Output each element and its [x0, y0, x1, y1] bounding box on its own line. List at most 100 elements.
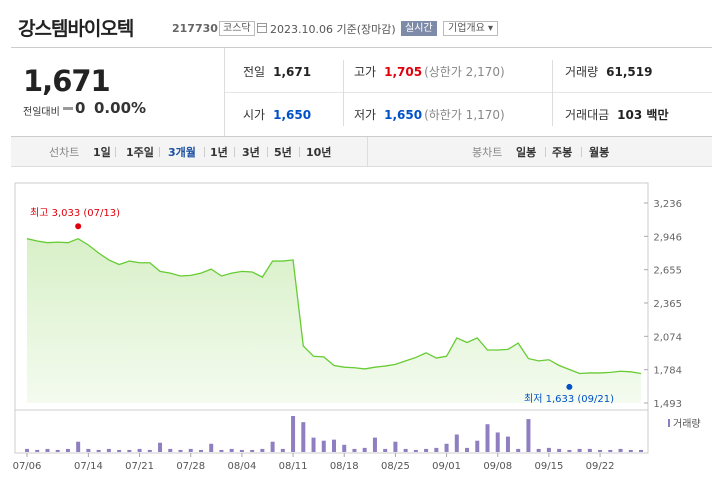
volume-bar [434, 447, 439, 452]
y-tick-label: 1,784 [653, 366, 682, 377]
market-badge: 코스닥 [219, 21, 255, 36]
volume-bar [362, 447, 367, 452]
tab-1d[interactable]: 1일 [93, 146, 111, 159]
volume-bar [270, 441, 275, 452]
volume-bar [577, 448, 582, 452]
tab-3m[interactable]: 3개월 [168, 146, 196, 159]
volume-bar [106, 448, 111, 452]
price-line [26, 237, 642, 375]
x-tick-label: 08/04 [227, 461, 256, 472]
chart-frame [14, 182, 649, 454]
tab-weekly[interactable]: 주봉 [552, 146, 573, 159]
x-tick-label: 08/11 [279, 461, 308, 472]
volume-bar [147, 449, 152, 452]
volume-bar [301, 422, 306, 452]
x-tick-label: 08/25 [381, 461, 410, 472]
volume-bar [424, 448, 429, 452]
current-price-panel: 1,671 전일대비 0 0.00% [11, 48, 225, 136]
volume-bar [86, 448, 91, 452]
volume-bar [198, 449, 203, 452]
calendar-icon [257, 23, 267, 33]
volume-legend-mark [668, 419, 670, 427]
volume-bar [332, 439, 336, 452]
volume-bar [495, 432, 500, 452]
x-tick-label: 09/15 [534, 461, 563, 472]
volume-bar [65, 448, 70, 452]
change-value: 0 [75, 99, 86, 117]
x-tick-label: 07/28 [176, 461, 205, 472]
volume-bar [55, 449, 60, 452]
volume-bar [383, 448, 388, 452]
volume-bar [188, 448, 193, 452]
row-divider [225, 92, 712, 93]
x-tick-label: 09/08 [483, 461, 512, 472]
unchanged-icon [63, 107, 73, 110]
x-tick-label: 09/01 [432, 461, 461, 472]
x-tick-label: 07/06 [13, 461, 42, 472]
volume-bar [465, 447, 470, 452]
stock-code: 217730 [172, 22, 218, 35]
volume: 거래량 61,519 [565, 65, 653, 79]
tab-1y[interactable]: 1년 [210, 146, 228, 159]
quote-date: 2023.10.06 기준(장마감) [270, 23, 396, 36]
volume-bar [403, 448, 408, 452]
volume-bar [137, 448, 142, 452]
y-tick-label: 2,946 [653, 232, 682, 243]
x-tick-label: 07/14 [74, 461, 103, 472]
day-high: 고가 1,705 (상한가 2,170) [354, 65, 505, 79]
volume-bar [587, 448, 592, 452]
volume-bar [372, 437, 377, 452]
volume-bar [96, 449, 101, 452]
tab-daily[interactable]: 일봉 [516, 146, 537, 159]
volume-bar [117, 449, 122, 452]
volume-bar [505, 436, 510, 452]
volume-bar [516, 448, 521, 452]
tab-1w[interactable]: 1주일 [126, 146, 154, 159]
volume-bar [291, 416, 296, 452]
volume-bar [546, 447, 551, 452]
price-area [27, 238, 641, 403]
volume-bar [76, 441, 81, 452]
volume-bar [219, 449, 224, 452]
chart-tabs: 선차트 1일 1주일 3개월 1년 3년 5년 10년 봉차트 일봉 주봉 월봉 [11, 137, 712, 167]
change-label: 전일대비 [23, 107, 60, 118]
y-tick-label: 2,074 [653, 332, 682, 343]
high-marker [75, 223, 82, 230]
tab-monthly[interactable]: 월봉 [589, 146, 610, 159]
day-low: 저가 1,650 (하한가 1,170) [354, 108, 505, 122]
candle-chart-label: 봉차트 [472, 146, 503, 159]
high-annotation: 최고 3,033 (07/13) [30, 207, 120, 219]
y-tick-label: 3,236 [653, 199, 682, 210]
volume-bar [209, 443, 214, 452]
x-tick-label: 08/18 [330, 461, 359, 472]
volume-bar [352, 448, 357, 452]
volume-bar [608, 449, 613, 452]
volume-bar [618, 448, 623, 452]
volume-bar [35, 449, 40, 452]
volume-bar [25, 448, 29, 452]
volume-bar [168, 448, 173, 452]
quote-panel: 1,671 전일대비 0 0.00% 전일 1,671 고가 1,705 (상한가 2… [11, 47, 712, 137]
stock-header: 강스템바이오텍 217730 코스닥 2023.10.06 기준(장마감) 실시… [0, 0, 712, 44]
company-overview-dropdown[interactable]: 기업개요 ▾ [443, 21, 499, 36]
realtime-button[interactable]: 실시간 [401, 21, 437, 36]
low-annotation: 최저 1,633 (09/21) [524, 393, 614, 405]
tab-3y[interactable]: 3년 [242, 146, 260, 159]
volume-bar [127, 449, 132, 452]
tab-10y[interactable]: 10년 [306, 146, 332, 159]
chevron-down-icon: ▾ [488, 23, 494, 34]
volume-bar [260, 448, 265, 452]
volume-bar [311, 437, 316, 452]
stock-name: 강스템바이오텍 [18, 18, 134, 40]
tab-5y[interactable]: 5년 [274, 146, 292, 159]
trade-amount: 거래대금 103 백만 [565, 108, 669, 122]
volume-bar [321, 440, 326, 452]
column-divider [343, 60, 344, 126]
y-tick-label: 1,493 [653, 399, 682, 410]
volume-bar [628, 449, 633, 452]
volume-bar [598, 449, 603, 452]
volume-bar [229, 448, 234, 452]
volume-bar [639, 449, 643, 452]
y-tick-label: 2,365 [653, 299, 682, 310]
